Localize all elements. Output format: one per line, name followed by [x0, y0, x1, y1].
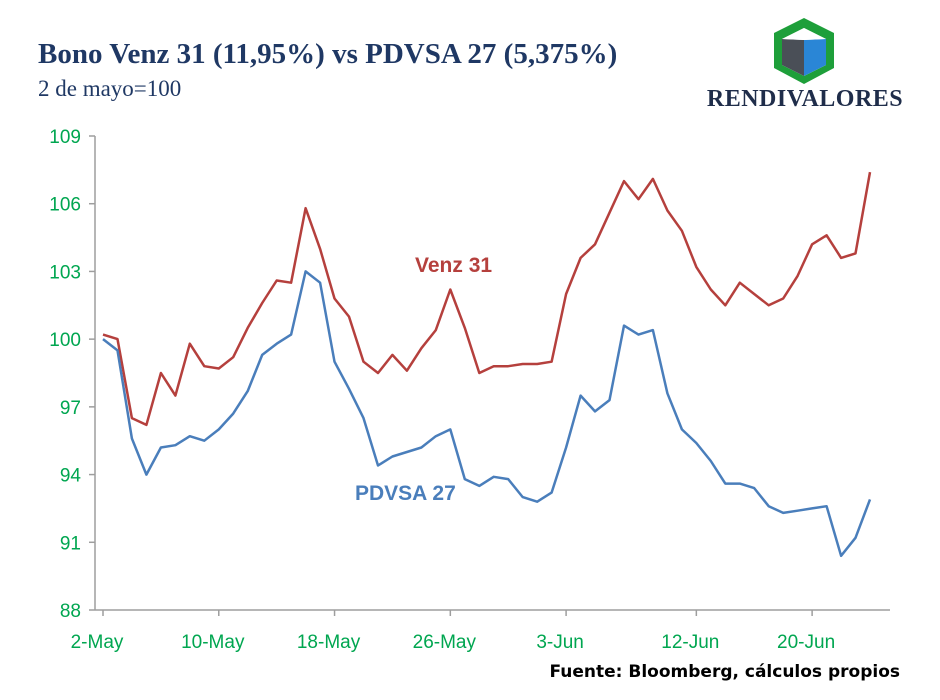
series-line-venz-31 [102, 171, 872, 427]
series-label-venz-31: Venz 31 [415, 254, 492, 277]
x-tick-label: 3-Jun [536, 632, 584, 653]
y-tick-label: 100 [49, 330, 81, 351]
chart-title: Bono Venz 31 (11,95%) vs PDVSA 27 (5,375… [38, 38, 618, 70]
y-tick-label: 88 [60, 601, 81, 622]
chart-subtitle: 2 de mayo=100 [38, 76, 182, 101]
series-label-pdvsa-27: PDVSA 27 [355, 482, 456, 505]
rendivalores-logo [774, 18, 834, 84]
x-tick-label: 20-Jun [777, 632, 835, 653]
x-tick-label: 18-May [297, 632, 361, 653]
x-tick-label: 12-Jun [661, 632, 719, 653]
series-line-pdvsa-27 [102, 270, 872, 558]
logo-wordmark: RENDIVALORES [706, 86, 904, 112]
y-tick-label: 106 [49, 195, 81, 216]
y-tick-label: 109 [49, 127, 81, 148]
y-tick-label: 103 [49, 262, 81, 283]
chart-series [102, 171, 872, 558]
source-note: Fuente: Bloomberg, cálculos propios [549, 662, 900, 682]
x-tick-label: 26-May [413, 632, 477, 653]
series-labels: Venz 31 PDVSA 27 [355, 254, 492, 505]
cube-logo-icon [774, 18, 834, 84]
chart-axes: 88 91 94 97 100 103 106 109 2-May 10-May 18-May 26-… [49, 127, 890, 653]
y-tick-label: 97 [60, 398, 81, 419]
x-tick-label: 2-May [71, 632, 124, 653]
y-tick-label: 94 [60, 466, 82, 487]
y-tick-label: 91 [60, 533, 81, 554]
x-tick-label: 10-May [181, 632, 245, 653]
